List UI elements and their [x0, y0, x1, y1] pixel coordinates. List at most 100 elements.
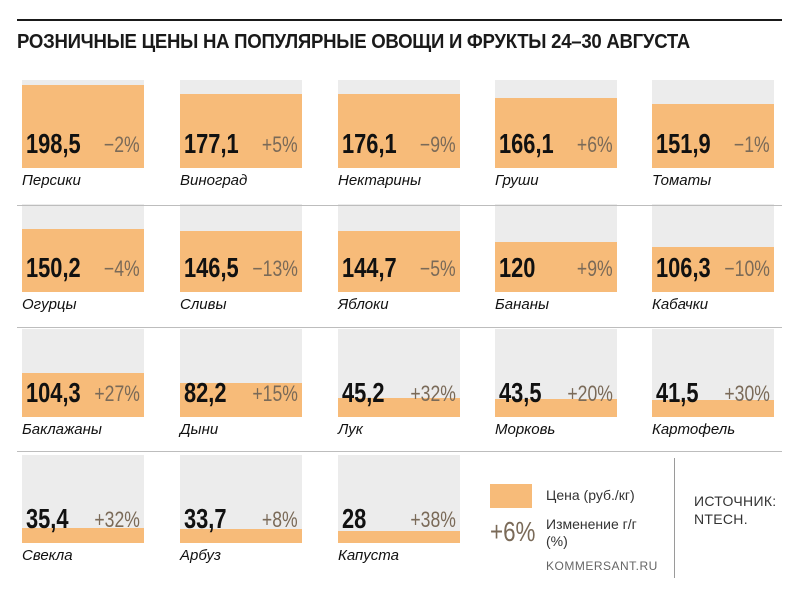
price-bar: [22, 373, 144, 417]
item-name: Бананы: [495, 296, 549, 313]
item-name: Дыни: [180, 421, 219, 438]
change-label: +30%: [724, 381, 770, 406]
price-label: 33,7: [184, 503, 227, 534]
price-bar: [22, 229, 144, 292]
price-bar-track: 151,9 −1%: [652, 80, 774, 168]
price-bar-track: 150,2 −4%: [22, 204, 144, 292]
price-cell: 41,5 +30% Картофель: [652, 329, 774, 441]
price-bar-track: 144,7 −5%: [338, 204, 460, 292]
price-label: 45,2: [342, 377, 385, 408]
legend-change-label: Изменение г/г (%): [546, 516, 637, 549]
price-label: 146,5: [184, 252, 239, 283]
price-cell: 82,2 +15% Дыни: [180, 329, 302, 441]
price-bar: [22, 528, 144, 543]
price-label: 150,2: [26, 252, 81, 283]
change-label: −13%: [252, 256, 298, 281]
change-label: −5%: [420, 256, 456, 281]
legend-price-label: Цена (руб./кг): [546, 487, 635, 503]
change-label: +9%: [577, 256, 613, 281]
price-label: 176,1: [342, 128, 397, 159]
price-label: 151,9: [656, 128, 711, 159]
item-name: Свекла: [22, 547, 73, 564]
price-bar: [180, 383, 302, 417]
site-credit: KOMMERSANT.RU: [546, 559, 658, 573]
price-cell: 104,3 +27% Баклажаны: [22, 329, 144, 441]
price-bar: [180, 529, 302, 543]
item-name: Сливы: [180, 296, 227, 313]
change-label: −10%: [724, 256, 770, 281]
item-name: Персики: [22, 172, 81, 189]
price-bar: [652, 104, 774, 168]
price-bar: [495, 242, 617, 292]
change-label: −2%: [104, 132, 140, 157]
source-note: ИСТОЧНИК: NTECH.: [694, 493, 777, 527]
item-name: Капуста: [338, 547, 399, 564]
chart-title: РОЗНИЧНЫЕ ЦЕНЫ НА ПОПУЛЯРНЫЕ ОВОЩИ И ФРУ…: [17, 31, 690, 53]
change-label: +15%: [252, 381, 298, 406]
price-bar: [652, 400, 774, 417]
change-label: +32%: [410, 381, 456, 406]
price-bar: [338, 398, 460, 417]
row-divider: [17, 205, 782, 206]
legend: Цена (руб./кг) +6% Изменение г/г (%) KOM…: [490, 470, 670, 580]
change-label: +8%: [262, 507, 298, 532]
price-cell: 166,1 +6% Груши: [495, 80, 617, 192]
price-label: 166,1: [499, 128, 554, 159]
price-cell: 176,1 −9% Нектарины: [338, 80, 460, 192]
item-name: Яблоки: [338, 296, 389, 313]
price-cell: 28 +38% Капуста: [338, 455, 460, 567]
price-bar-track: 146,5 −13%: [180, 204, 302, 292]
price-bar: [338, 231, 460, 292]
price-label: 198,5: [26, 128, 81, 159]
price-bar: [338, 94, 460, 168]
row-divider: [17, 327, 782, 328]
price-label: 28: [342, 503, 367, 534]
price-bar-track: 82,2 +15%: [180, 329, 302, 417]
item-name: Лук: [338, 421, 363, 438]
price-cell: 35,4 +32% Свекла: [22, 455, 144, 567]
legend-divider: [674, 458, 675, 578]
price-label: 106,3: [656, 252, 711, 283]
price-cell: 120 +9% Бананы: [495, 204, 617, 316]
price-label: 82,2: [184, 377, 227, 408]
price-label: 104,3: [26, 377, 81, 408]
item-name: Арбуз: [180, 547, 221, 564]
price-bar-track: 43,5 +20%: [495, 329, 617, 417]
price-bar: [22, 85, 144, 168]
price-cell: 146,5 −13% Сливы: [180, 204, 302, 316]
change-label: +32%: [94, 507, 140, 532]
item-name: Картофель: [652, 421, 736, 438]
price-bar: [495, 399, 617, 417]
price-bar-track: 45,2 +32%: [338, 329, 460, 417]
price-cell: 177,1 +5% Виноград: [180, 80, 302, 192]
price-cell: 151,9 −1% Томаты: [652, 80, 774, 192]
change-label: +6%: [577, 132, 613, 157]
price-cell: 33,7 +8% Арбуз: [180, 455, 302, 567]
price-label: 35,4: [26, 503, 69, 534]
price-bar: [652, 247, 774, 292]
price-bar-track: 41,5 +30%: [652, 329, 774, 417]
price-bar: [180, 94, 302, 168]
change-label: −1%: [734, 132, 770, 157]
price-cell: 45,2 +32% Лук: [338, 329, 460, 441]
item-name: Баклажаны: [22, 421, 102, 438]
price-cell: 43,5 +20% Морковь: [495, 329, 617, 441]
price-bar-track: 106,3 −10%: [652, 204, 774, 292]
price-bar-track: 28 +38%: [338, 455, 460, 543]
price-label: 120: [499, 252, 536, 283]
price-bar: [495, 98, 617, 168]
item-name: Кабачки: [652, 296, 709, 313]
title-rule: [17, 19, 782, 21]
legend-change-sample: +6%: [490, 516, 536, 547]
price-bar-track: 198,5 −2%: [22, 80, 144, 168]
price-cell: 144,7 −5% Яблоки: [338, 204, 460, 316]
item-name: Груши: [495, 172, 539, 189]
price-label: 144,7: [342, 252, 397, 283]
price-cell: 106,3 −10% Кабачки: [652, 204, 774, 316]
price-label: 41,5: [656, 377, 699, 408]
price-bar-track: 120 +9%: [495, 204, 617, 292]
item-name: Огурцы: [22, 296, 77, 313]
item-name: Нектарины: [338, 172, 422, 189]
price-label: 43,5: [499, 377, 542, 408]
price-bar-track: 177,1 +5%: [180, 80, 302, 168]
